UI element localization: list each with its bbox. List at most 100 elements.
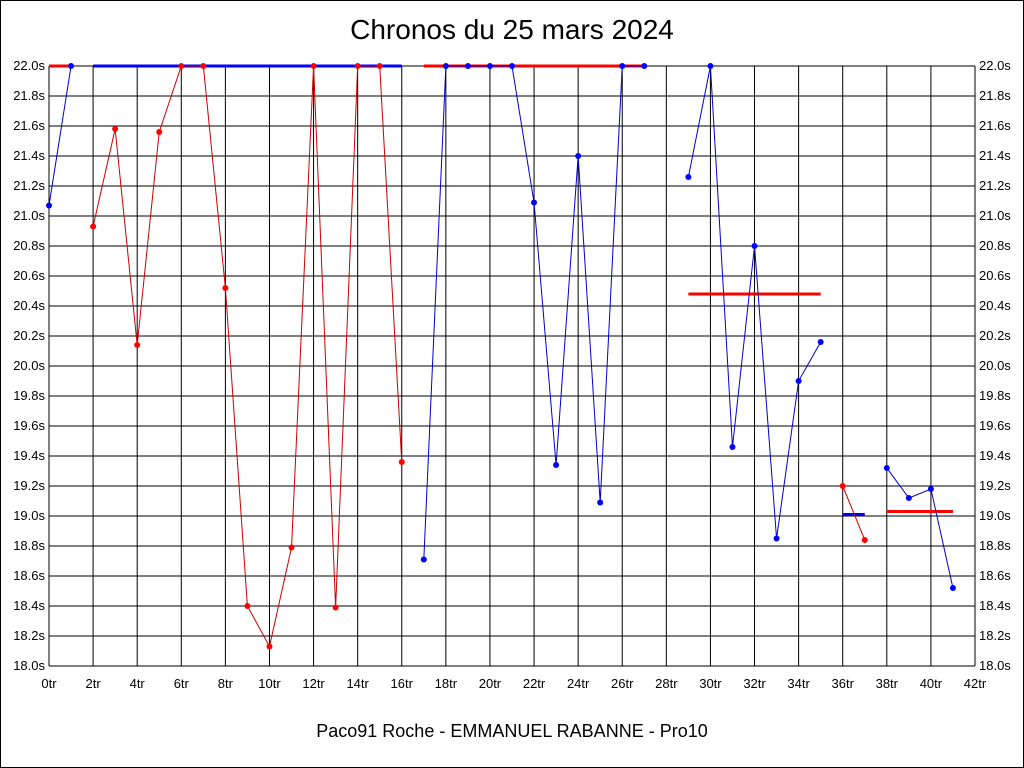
y-tick-label-left: 18.4s — [13, 598, 45, 613]
x-tick-label: 0tr — [41, 676, 57, 691]
data-point — [751, 243, 758, 249]
data-point — [575, 153, 582, 159]
data-point — [376, 63, 383, 69]
series-line-red — [842, 485, 866, 541]
y-tick-label-left: 18.6s — [13, 568, 45, 583]
y-tick-label-left: 20.4s — [13, 298, 45, 313]
x-tick-label: 10tr — [258, 676, 281, 691]
y-tick-label-left: 21.2s — [13, 178, 45, 193]
data-point — [178, 63, 185, 69]
x-tick-label: 28tr — [655, 676, 678, 691]
y-tick-label-left: 20.2s — [13, 328, 45, 343]
x-tick-label: 34tr — [787, 676, 810, 691]
y-tick-label-right: 18.6s — [979, 568, 1011, 583]
data-point — [619, 63, 626, 69]
y-tick-label-left: 21.4s — [13, 148, 45, 163]
data-point — [707, 63, 714, 69]
x-tick-label: 42tr — [964, 676, 987, 691]
x-tick-label: 6tr — [174, 676, 190, 691]
y-tick-label-right: 19.4s — [979, 448, 1011, 463]
data-point — [729, 444, 736, 450]
y-tick-label-right: 18.4s — [979, 598, 1011, 613]
x-tick-label: 8tr — [218, 676, 234, 691]
data-point — [861, 537, 868, 543]
y-tick-label-right: 21.2s — [979, 178, 1011, 193]
data-point — [883, 465, 890, 471]
y-tick-label-left: 20.6s — [13, 268, 45, 283]
data-point — [46, 202, 52, 209]
data-point — [839, 483, 846, 489]
x-tick-label: 32tr — [743, 676, 766, 691]
data-point — [685, 174, 692, 180]
x-tick-label: 20tr — [479, 676, 502, 691]
data-point — [90, 223, 97, 230]
y-tick-label-right: 22.0s — [979, 58, 1011, 73]
x-tick-label: 36tr — [832, 676, 855, 691]
y-tick-label-right: 21.4s — [979, 148, 1011, 163]
data-point — [354, 63, 361, 69]
y-tick-label-left: 20.8s — [13, 238, 45, 253]
chart-subtitle: Paco91 Roche - EMMANUEL RABANNE - Pro10 — [316, 721, 708, 741]
y-tick-label-right: 18.2s — [979, 628, 1011, 643]
x-tick-label: 26tr — [611, 676, 634, 691]
x-tick-label: 18tr — [435, 676, 458, 691]
data-point — [420, 556, 427, 563]
y-tick-label-left: 21.0s — [13, 208, 45, 223]
data-point — [222, 285, 229, 291]
y-tick-label-right: 19.0s — [979, 508, 1011, 523]
y-tick-label-right: 20.0s — [979, 358, 1011, 373]
data-point — [134, 342, 141, 348]
data-point — [332, 604, 339, 611]
data-point — [817, 339, 824, 345]
y-tick-label-left: 19.6s — [13, 418, 45, 433]
y-tick-label-left: 20.0s — [13, 358, 45, 373]
x-tick-label: 4tr — [130, 676, 146, 691]
y-tick-label-right: 20.6s — [979, 268, 1011, 283]
data-point — [553, 462, 560, 468]
data-point — [200, 63, 207, 69]
x-tick-label: 24tr — [567, 676, 590, 691]
data-point — [112, 126, 119, 132]
y-tick-label-left: 19.4s — [13, 448, 45, 463]
data-point — [795, 378, 802, 384]
data-point — [288, 544, 295, 551]
y-tick-label-right: 19.8s — [979, 388, 1011, 403]
data-point — [773, 535, 780, 542]
data-point — [509, 63, 515, 69]
y-tick-label-right: 21.8s — [979, 88, 1011, 103]
data-point — [464, 63, 471, 69]
y-tick-label-right: 19.6s — [979, 418, 1011, 433]
y-tick-label-left: 18.0s — [13, 658, 45, 673]
x-tick-label: 14tr — [346, 676, 369, 691]
y-tick-label-right: 18.8s — [979, 538, 1011, 553]
data-point — [442, 63, 449, 69]
y-tick-label-left: 19.8s — [13, 388, 45, 403]
data-point — [597, 499, 604, 506]
x-tick-label: 2tr — [86, 676, 102, 691]
y-tick-label-left: 19.2s — [13, 478, 45, 493]
chart-title: Chronos du 25 mars 2024 — [350, 14, 674, 45]
y-tick-label-left: 18.8s — [13, 538, 45, 553]
data-point — [156, 129, 163, 135]
x-tick-label: 38tr — [876, 676, 899, 691]
y-tick-label-left: 19.0s — [13, 508, 45, 523]
y-tick-label-right: 18.0s — [979, 658, 1011, 673]
series-line-blue — [886, 467, 954, 589]
data-point — [266, 643, 273, 650]
data-point — [641, 63, 648, 69]
y-tick-label-right: 21.0s — [979, 208, 1011, 223]
x-tick-label: 22tr — [523, 676, 546, 691]
y-tick-label-right: 19.2s — [979, 478, 1011, 493]
data-point — [531, 199, 538, 206]
x-tick-label: 12tr — [302, 676, 325, 691]
series-line-blue — [48, 65, 72, 206]
y-tick-label-right: 20.2s — [979, 328, 1011, 343]
y-tick-label-left: 18.2s — [13, 628, 45, 643]
data-point — [244, 603, 251, 609]
data-point — [310, 63, 317, 69]
data-point — [68, 63, 75, 69]
data-point — [927, 486, 934, 492]
x-tick-label: 30tr — [699, 676, 722, 691]
